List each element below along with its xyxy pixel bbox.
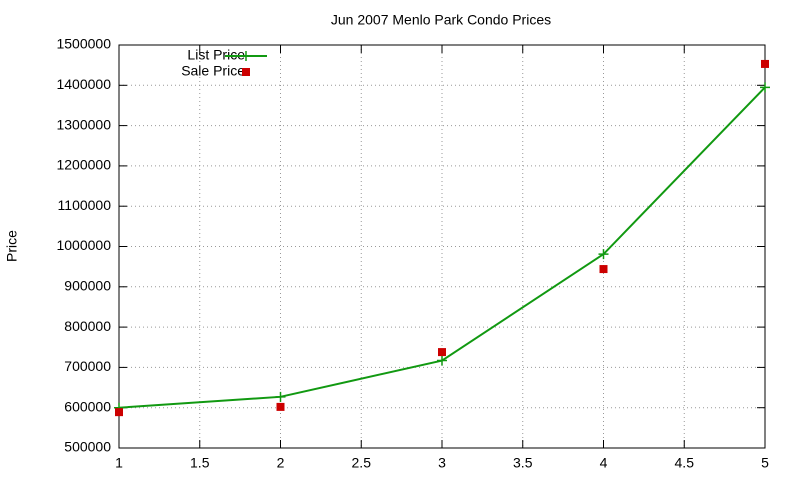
x-tick-label: 2.5	[352, 455, 372, 471]
legend-swatch	[241, 51, 251, 61]
y-tick-label: 1100000	[58, 197, 112, 213]
y-tick-label: 1300000	[56, 116, 111, 132]
x-tick-label: 3.5	[513, 455, 533, 471]
y-tick-label: 600000	[64, 398, 111, 414]
x-tick-label: 1	[115, 455, 123, 471]
data-point	[437, 355, 447, 366]
x-tick-label: 3	[438, 455, 446, 471]
y-tick-label: 1000000	[56, 237, 111, 253]
y-tick-label: 1400000	[56, 76, 111, 92]
data-point	[438, 348, 446, 357]
y-tick-label: 700000	[64, 358, 111, 374]
y-axis-label: Price	[4, 230, 20, 262]
data-point	[115, 408, 123, 417]
data-point	[275, 391, 286, 402]
legend-swatch	[242, 68, 250, 76]
x-tick-label: 1.5	[190, 455, 210, 471]
x-tick-label: 4	[600, 455, 608, 471]
data-point	[598, 249, 609, 260]
x-tick-label: 4.5	[675, 455, 695, 471]
y-tick-label: 800000	[64, 318, 111, 334]
y-tick-label: 500000	[64, 439, 111, 455]
x-tick-label: 5	[761, 455, 769, 471]
data-point	[276, 402, 285, 411]
x-tick-label: 2	[277, 455, 285, 471]
y-tick-label: 1200000	[56, 157, 111, 173]
data-point	[760, 82, 770, 93]
plot-frame	[118, 44, 766, 449]
legend-label: List Price	[187, 47, 245, 63]
data-point	[761, 59, 769, 68]
chart-title: Jun 2007 Menlo Park Condo Prices	[331, 12, 551, 28]
data-point	[599, 265, 608, 274]
y-tick-label: 900000	[64, 278, 111, 294]
legend-label: Sale Price	[181, 63, 245, 79]
y-tick-label: 1500000	[56, 36, 111, 52]
